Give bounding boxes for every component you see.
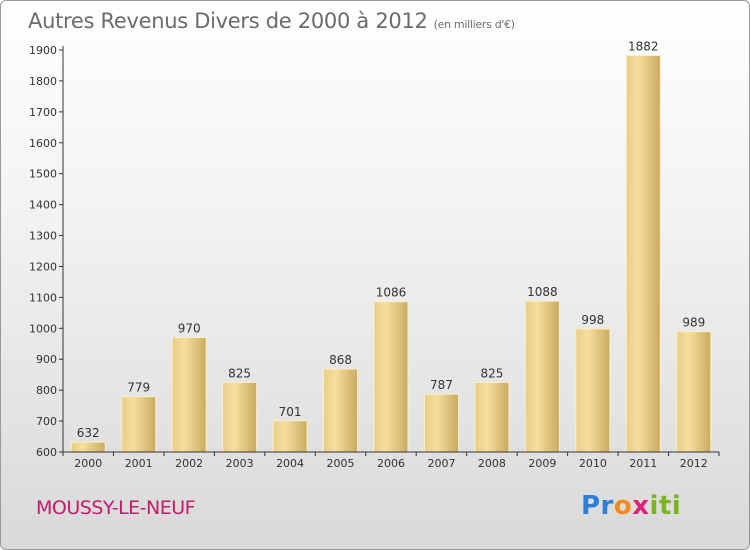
data-label-2008: 825 [480, 366, 503, 380]
x-tick-label-2008: 2008 [478, 457, 506, 470]
x-tick-label-2006: 2006 [377, 457, 405, 470]
y-tick-label-1700: 1700 [29, 106, 57, 119]
bar-2010 [575, 328, 611, 453]
y-tick-label-1900: 1900 [29, 44, 57, 57]
bar-2003 [222, 381, 258, 453]
x-tick-label-2000: 2000 [74, 457, 102, 470]
y-tick-label-1000: 1000 [29, 322, 57, 335]
bar-2006 [373, 301, 409, 453]
data-label-2006: 1086 [376, 286, 407, 300]
data-label-2004: 701 [279, 405, 302, 419]
bar-2002 [171, 337, 207, 453]
data-label-2001: 779 [127, 381, 150, 395]
proxiti-logo[interactable]: Proxiti [581, 491, 682, 521]
bar-2008 [474, 381, 510, 453]
data-label-2009: 1088 [527, 285, 558, 299]
x-tick-label-2009: 2009 [528, 457, 556, 470]
bar-2005 [323, 368, 359, 453]
chart-title: Autres Revenus Divers de 2000 à 2012 (en … [28, 9, 515, 33]
bar-2011 [625, 55, 661, 453]
y-tick-label-1800: 1800 [29, 75, 57, 88]
data-label-2002: 970 [178, 322, 201, 336]
data-label-2010: 998 [581, 313, 604, 327]
chart-subtitle: (en milliers d'€) [433, 18, 515, 31]
data-label-2005: 868 [329, 353, 352, 367]
data-label-2000: 632 [77, 426, 100, 440]
y-tick-label-1100: 1100 [29, 291, 57, 304]
bar-2004 [272, 420, 308, 453]
y-tick-label-1600: 1600 [29, 137, 57, 150]
data-label-2003: 825 [228, 366, 251, 380]
data-label-2011: 1882 [628, 40, 659, 54]
data-label-2007: 787 [430, 378, 453, 392]
y-tick-label-700: 700 [36, 415, 57, 428]
chart-title-text: Autres Revenus Divers de 2000 à 2012 [28, 9, 428, 33]
x-tick-label-2004: 2004 [276, 457, 304, 470]
x-tick-label-2012: 2012 [680, 457, 708, 470]
y-tick-label-800: 800 [36, 384, 57, 397]
y-tick-label-1200: 1200 [29, 260, 57, 273]
y-tick-label-900: 900 [36, 353, 57, 366]
x-tick-label-2002: 2002 [175, 457, 203, 470]
x-tick-label-2003: 2003 [226, 457, 254, 470]
x-tick-label-2010: 2010 [579, 457, 607, 470]
bar-2007 [423, 393, 459, 453]
y-tick-label-1400: 1400 [29, 199, 57, 212]
x-tick-label-2007: 2007 [427, 457, 455, 470]
y-tick-label-600: 600 [36, 446, 57, 459]
bar-2001 [121, 396, 157, 453]
x-tick-label-2011: 2011 [629, 457, 657, 470]
bar-2000 [70, 441, 106, 453]
bar-2009 [524, 300, 560, 453]
data-label-2012: 989 [682, 316, 705, 330]
y-tick-label-1500: 1500 [29, 168, 57, 181]
x-tick-label-2005: 2005 [327, 457, 355, 470]
commune-name: MOUSSY-LE-NEUF [36, 497, 196, 519]
bar-2012 [676, 331, 712, 453]
y-tick-label-1300: 1300 [29, 230, 57, 243]
x-tick-label-2001: 2001 [125, 457, 153, 470]
